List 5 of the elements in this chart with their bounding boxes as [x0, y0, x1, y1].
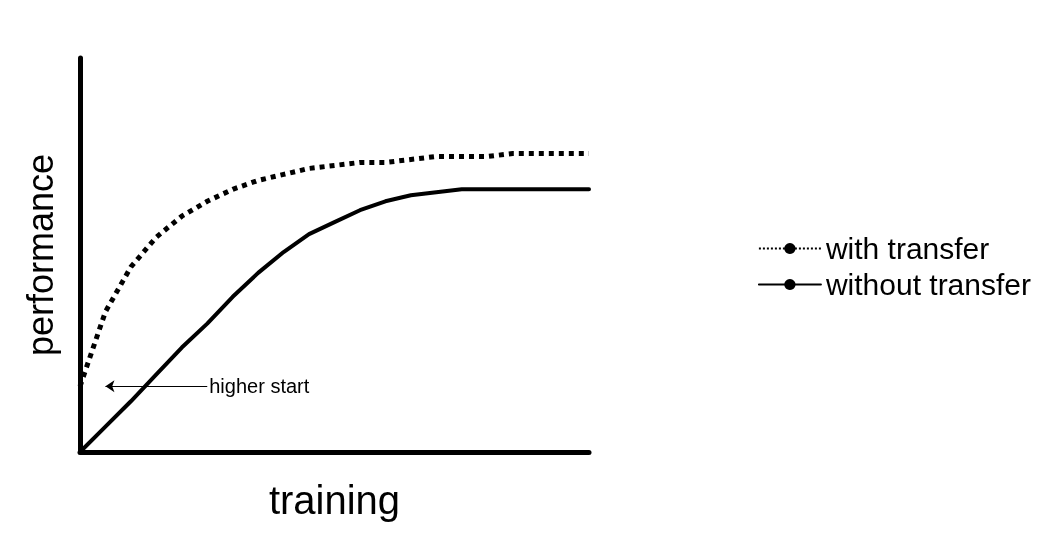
legend-label: without transfer — [824, 268, 1032, 301]
annotation: higher start — [209, 375, 310, 398]
x-axis-title: training — [268, 478, 401, 522]
legend-label: with transfer — [824, 232, 990, 265]
y-axis-title: performance — [19, 153, 61, 357]
